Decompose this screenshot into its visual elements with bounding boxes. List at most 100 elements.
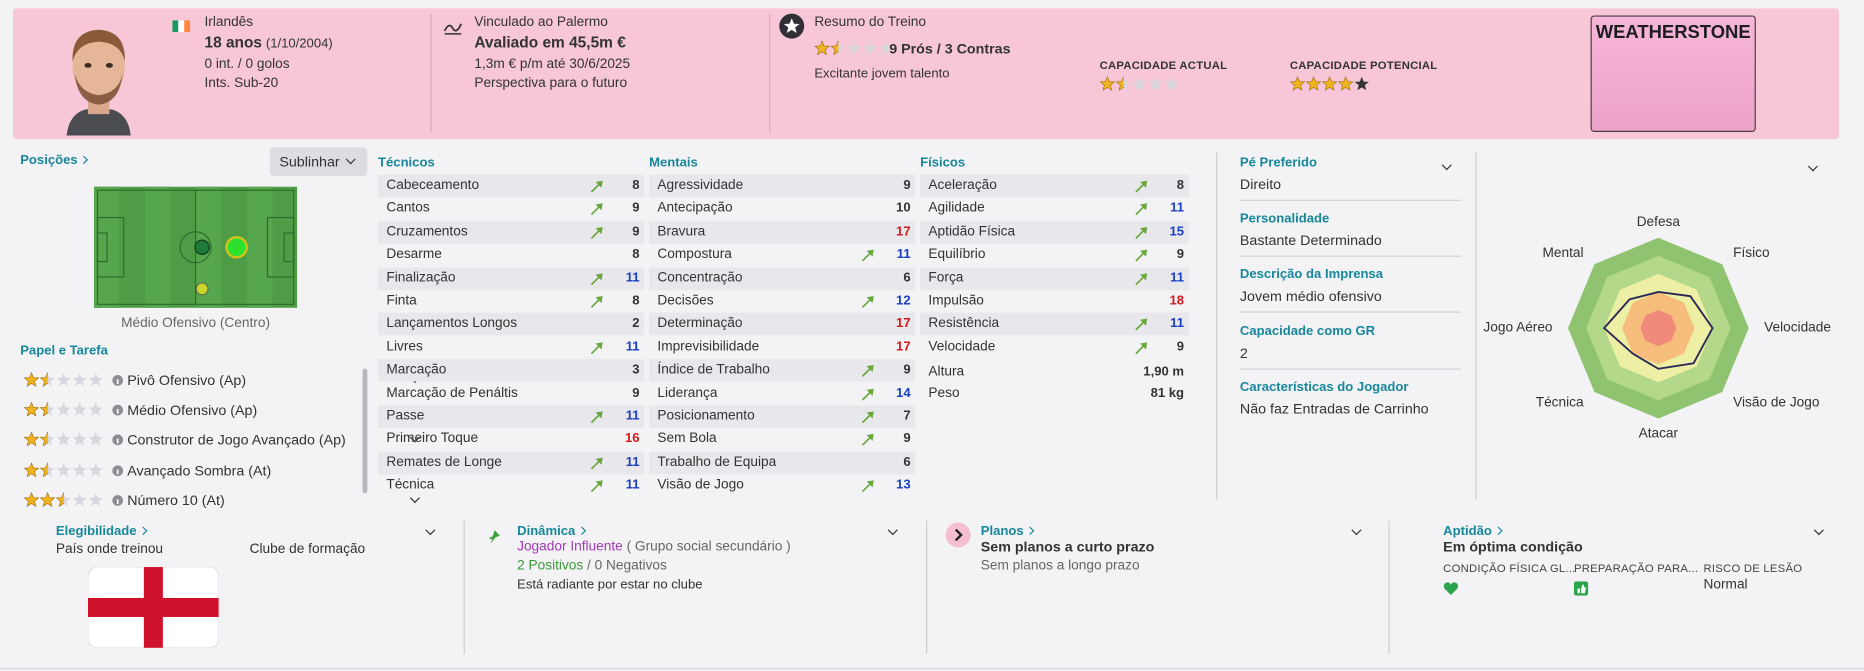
attribute-value: 9 — [632, 201, 640, 216]
info-bar — [116, 499, 119, 504]
positions-title[interactable]: Posições — [20, 151, 89, 170]
role-stars — [23, 402, 104, 421]
link-arrow — [79, 155, 89, 165]
attribute-name: Agilidade — [928, 201, 985, 216]
attribute-name: Determinação — [657, 316, 743, 331]
weight-value: 81 kg — [1150, 386, 1185, 401]
fitness-title-text[interactable]: Aptidão — [1443, 524, 1492, 539]
info-icon — [112, 375, 124, 386]
expand-toggle[interactable] — [1351, 525, 1362, 536]
height-label: Altura — [928, 364, 965, 380]
separator: / — [587, 558, 591, 573]
attribute-row: Cruzamentos 9 — [378, 220, 645, 244]
progress-arrow-shape — [861, 296, 874, 308]
attribute-row: Liderança 14 — [649, 382, 915, 405]
expand-toggle[interactable] — [425, 525, 436, 536]
attribute-name: Antecipação — [657, 201, 733, 216]
highlight-label: Sublinhar — [279, 153, 340, 170]
plans-title-text[interactable]: Planos — [980, 524, 1024, 539]
info-label: Pé Preferido — [1239, 155, 1317, 170]
attribute-name: Aceleração — [928, 178, 997, 193]
attribute-row: Concentração 6 — [649, 266, 916, 290]
plans-button[interactable] — [945, 522, 971, 548]
attribute-row: Bravura 17 — [649, 220, 916, 244]
scrollbar[interactable] — [362, 368, 368, 494]
divider — [926, 520, 928, 654]
progress-arrow — [590, 296, 603, 308]
attribute-value: 11 — [896, 247, 911, 262]
attribute-value: 8 — [632, 178, 640, 193]
star-full — [55, 491, 64, 507]
training-stars — [814, 40, 894, 59]
role-name: Construtor de Jogo Avançado (Ap) — [127, 431, 346, 449]
short-term-plans: Sem planos a curto prazo — [980, 538, 1155, 556]
progress-arrow — [590, 180, 603, 193]
eligibility-title-text[interactable]: Elegibilidade — [55, 524, 137, 539]
fitness-title[interactable]: Aptidão — [1443, 522, 1503, 541]
mood: Está radiante por estar no clube — [517, 577, 703, 593]
expand-toggle[interactable] — [887, 525, 898, 536]
star-full — [23, 491, 40, 507]
fitness-label: PREPARAÇÃO PARA... — [1573, 562, 1699, 576]
long-term-plans: Sem planos a longo prazo — [980, 558, 1140, 573]
progress-arrow — [1135, 203, 1148, 216]
eligibility-title[interactable]: Elegibilidade — [55, 522, 148, 541]
attribute-name: Impulsão — [928, 293, 984, 308]
progress-arrow — [861, 388, 874, 401]
radar-label: Velocidade — [1764, 320, 1831, 335]
prospect: Perspectiva para o futuro — [474, 76, 628, 91]
attribute-row: Velocidade 9 — [920, 336, 1189, 359]
attribute-row: Lançamentos Longos 2 — [378, 313, 645, 336]
attribute-name: Força — [928, 270, 964, 285]
progress-arrow-shape — [1135, 180, 1148, 193]
plans-title[interactable]: Planos — [980, 522, 1035, 541]
attribute-row: Finalização 11 — [378, 266, 645, 290]
age: 18 anos — [204, 33, 263, 52]
radar-chart: Defesa Físico Velocidade Visão de Jogo Ataca… — [1483, 214, 1831, 441]
progress-arrow-shape — [590, 411, 603, 424]
attribute-name: Remates de Longe — [386, 455, 502, 470]
progress-arrow-shape — [590, 226, 603, 239]
attribute-name: Visão de Jogo — [657, 478, 744, 493]
radar-label: Visão de Jogo — [1733, 394, 1820, 409]
attribute-name: Cabeceamento — [386, 178, 480, 193]
progress-arrow — [590, 342, 603, 355]
star-full — [1099, 76, 1116, 91]
info-divider — [1239, 255, 1462, 257]
attribute-row: Primeiro Toque 16 — [378, 428, 644, 451]
positions-title-text[interactable]: Posições — [20, 153, 78, 168]
star-full — [23, 402, 40, 417]
caps: 0 int. / 0 golos — [204, 57, 290, 72]
star-full — [23, 431, 40, 447]
radar-label: Mental — [1543, 245, 1584, 260]
star-rating — [1099, 76, 1179, 91]
radar-label: Físico — [1733, 245, 1770, 260]
dynamics-title-text[interactable]: Dinâmica — [517, 524, 576, 539]
star-full — [1321, 76, 1338, 91]
attribute-value: 15 — [1169, 224, 1185, 239]
attribute-row: Passe 11 — [378, 405, 645, 428]
star-full — [1289, 76, 1306, 91]
attribute-name: Lançamentos Longos — [386, 316, 518, 331]
star-empty — [88, 492, 103, 507]
attribute-value: 14 — [896, 385, 911, 401]
expand-toggle[interactable] — [1813, 525, 1824, 536]
wage: 1,3m € p/m até 30/6/2025 — [474, 57, 631, 72]
star-full — [1305, 76, 1322, 91]
attribute-name: Índice de Trabalho — [657, 362, 770, 378]
progress-arrow-shape — [861, 411, 874, 424]
highlight-dropdown[interactable]: Sublinhar — [269, 147, 368, 176]
relationships-line: 2 Positivos / 0 Negativos — [517, 556, 667, 575]
attribute-row: Trabalho de Equipa 6 — [649, 451, 916, 475]
expand-toggle[interactable] — [1441, 160, 1452, 171]
star-empty — [88, 402, 103, 417]
star-rating — [814, 40, 894, 56]
progress-arrow-shape — [590, 272, 603, 285]
attribute-group-title: Físicos — [920, 155, 966, 170]
link-arrow — [1025, 526, 1035, 535]
kit: WEATHERSTONE — [1590, 15, 1756, 132]
dynamics-title[interactable]: Dinâmica — [517, 522, 587, 541]
attribute-value: 17 — [896, 224, 911, 239]
attribute-row: Aptidão Física 15 — [920, 220, 1189, 244]
info-value: Jovem médio ofensivo — [1239, 288, 1382, 305]
